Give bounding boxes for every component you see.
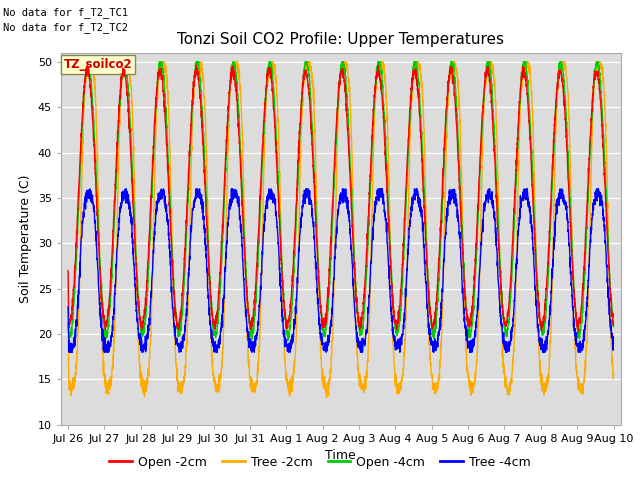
- Open -4cm: [127, 128, 134, 133]
- Text: TZ_soilco2: TZ_soilco2: [63, 59, 132, 72]
- Open -2cm: [610, 320, 618, 326]
- Open -4cm: [541, 326, 548, 332]
- Line: Tree -2cm: Tree -2cm: [68, 62, 614, 397]
- Tree -4cm: [86, 186, 94, 192]
- Open -4cm: [159, 66, 166, 72]
- Open -4cm: [298, 109, 305, 115]
- Tree -4cm: [127, 209, 134, 215]
- Open -2cm: [127, 144, 134, 149]
- Tree -2cm: [273, 103, 281, 109]
- Tree -4cm: [64, 304, 72, 310]
- Tree -2cm: [64, 322, 72, 328]
- Line: Open -4cm: Open -4cm: [68, 62, 614, 340]
- Open -4cm: [273, 154, 281, 160]
- Legend: Open -2cm, Tree -2cm, Open -4cm, Tree -4cm: Open -2cm, Tree -2cm, Open -4cm, Tree -4…: [104, 451, 536, 474]
- Open -2cm: [297, 106, 305, 111]
- Tree -4cm: [610, 340, 618, 346]
- Tree -4cm: [298, 217, 305, 223]
- Tree -4cm: [159, 190, 167, 196]
- Open -4cm: [599, 127, 607, 133]
- Tree -2cm: [541, 383, 548, 389]
- Title: Tonzi Soil CO2 Profile: Upper Temperatures: Tonzi Soil CO2 Profile: Upper Temperatur…: [177, 33, 504, 48]
- Text: No data for f_T2_TC1: No data for f_T2_TC1: [3, 7, 128, 18]
- X-axis label: Time: Time: [325, 449, 356, 462]
- Text: No data for f_T2_TC2: No data for f_T2_TC2: [3, 22, 128, 33]
- Open -4cm: [64, 320, 72, 326]
- Y-axis label: Soil Temperature (C): Soil Temperature (C): [19, 175, 32, 303]
- Open -2cm: [193, 62, 200, 68]
- Open -4cm: [83, 59, 91, 65]
- Tree -2cm: [127, 82, 134, 87]
- Open -4cm: [610, 324, 618, 329]
- Open -2cm: [599, 142, 607, 147]
- Open -2cm: [64, 268, 72, 274]
- Tree -4cm: [599, 207, 607, 213]
- Tree -2cm: [297, 134, 305, 140]
- Tree -2cm: [159, 59, 166, 65]
- Line: Tree -4cm: Tree -4cm: [68, 189, 614, 352]
- Tree -4cm: [274, 230, 282, 236]
- Tree -4cm: [541, 349, 548, 355]
- Open -4cm: [284, 337, 292, 343]
- Line: Open -2cm: Open -2cm: [68, 65, 614, 331]
- Tree -2cm: [610, 371, 618, 377]
- Tree -2cm: [84, 59, 92, 65]
- Open -2cm: [159, 81, 166, 87]
- Open -2cm: [273, 181, 281, 187]
- Open -2cm: [540, 316, 548, 322]
- Tree -2cm: [323, 395, 330, 400]
- Tree -2cm: [599, 80, 607, 85]
- Tree -4cm: [65, 349, 73, 355]
- Open -2cm: [575, 328, 582, 334]
